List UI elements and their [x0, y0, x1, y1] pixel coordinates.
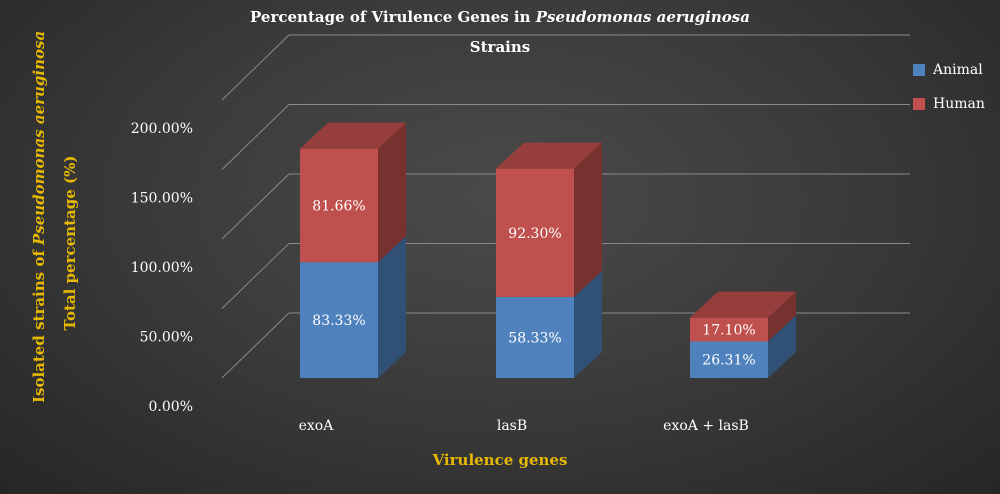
y-axis-title-line2: Total percentage (%) — [61, 155, 79, 331]
bar-front — [496, 296, 574, 378]
chart-title: Percentage of Virulence Genes in Pseudom… — [0, 8, 1000, 26]
bar-top — [300, 122, 406, 149]
bar-front — [690, 317, 768, 342]
y-axis-title-line1: Isolated strains of Pseudomonas aerugino… — [30, 31, 48, 403]
y-tick-label: 50.00% — [140, 330, 193, 346]
bar-animal-exoA — [300, 236, 406, 378]
bar-front — [300, 262, 378, 378]
gridline — [221, 173, 910, 240]
bar-front — [690, 341, 768, 378]
bar-front — [496, 168, 574, 297]
chart-title-line2: Strains — [469, 38, 531, 56]
chart-title-text: Percentage of Virulence Genes in — [250, 8, 531, 26]
y-axis-title-prefix: Isolated strains of — [30, 244, 48, 403]
bar-side — [768, 291, 796, 342]
y-axis-title-italic: Pseudomonas aeruginosa — [30, 30, 48, 245]
bar-side — [768, 315, 796, 378]
data-label: 26.31% — [702, 353, 755, 369]
data-label: 58.33% — [508, 330, 561, 346]
x-tick-label: exoA + lasB — [663, 418, 749, 434]
y-tick-label: 0.00% — [149, 399, 193, 415]
data-label: 81.66% — [312, 198, 365, 214]
bar-human-exoA + lasB — [690, 291, 796, 342]
y-tick-label: 200.00% — [131, 121, 193, 137]
gridline — [221, 243, 910, 309]
y-tick-label: 100.00% — [131, 260, 193, 276]
data-label: 17.10% — [702, 323, 755, 339]
legend: Animal Human — [913, 57, 985, 125]
bar-front — [300, 148, 378, 263]
bar-side — [574, 270, 602, 378]
y-tick-label: 150.00% — [131, 191, 193, 207]
gridline — [221, 34, 910, 101]
data-label: 92.30% — [508, 226, 561, 242]
gridline — [221, 104, 910, 170]
bar-animal-lasB — [496, 270, 602, 378]
bar-human-exoA — [300, 122, 406, 263]
x-tick-label: exoA — [299, 418, 335, 434]
legend-item-human: Human — [913, 91, 985, 117]
bar-side — [574, 142, 602, 297]
legend-item-animal: Animal — [913, 57, 985, 83]
legend-swatch-animal — [913, 64, 925, 76]
data-label: 83.33% — [312, 313, 365, 329]
bar-animal-exoA + lasB — [690, 315, 796, 378]
x-axis-title: Virulence genes — [432, 451, 568, 469]
bar-human-lasB — [496, 142, 602, 297]
bar-top — [496, 142, 602, 169]
bar-top — [690, 291, 796, 318]
legend-label-animal: Animal — [933, 62, 983, 78]
legend-swatch-human — [913, 98, 925, 110]
bar-side — [378, 122, 406, 263]
chart-title-italic: Pseudomonas aeruginosa — [535, 8, 750, 26]
x-tick-label: lasB — [497, 418, 527, 434]
legend-label-human: Human — [933, 96, 985, 112]
bar-side — [378, 236, 406, 378]
